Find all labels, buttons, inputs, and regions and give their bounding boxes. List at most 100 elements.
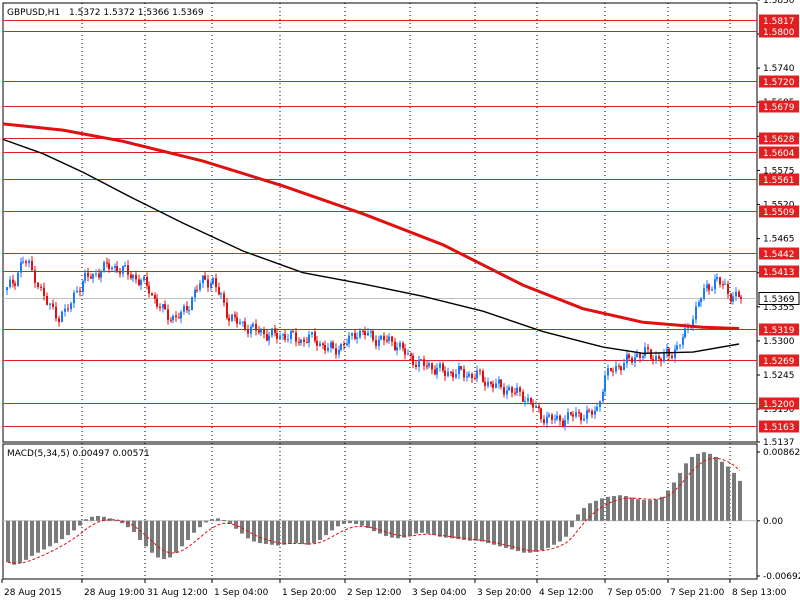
candle-body bbox=[631, 358, 633, 363]
candle-body bbox=[255, 323, 257, 331]
macd-bar bbox=[84, 519, 88, 521]
macd-bar bbox=[126, 520, 130, 528]
candle-body bbox=[396, 347, 398, 351]
candle-body bbox=[623, 363, 625, 371]
ohlc-label: 1.5372 1.5372 1.5366 1.5369 bbox=[69, 8, 204, 18]
candle-body bbox=[274, 328, 276, 334]
macd-bar bbox=[240, 520, 244, 534]
candle-body bbox=[268, 335, 270, 341]
candle-body bbox=[434, 369, 436, 375]
candle-body bbox=[223, 293, 225, 303]
macd-bar bbox=[234, 520, 238, 529]
candle-body bbox=[292, 331, 294, 333]
candle-body bbox=[100, 271, 102, 278]
candle-body bbox=[375, 340, 377, 346]
macd-bar bbox=[558, 520, 562, 542]
candle-body bbox=[418, 359, 420, 367]
candle-body bbox=[724, 283, 726, 285]
price-tick-label: 1.5355 bbox=[763, 303, 795, 313]
macd-bar bbox=[600, 498, 604, 521]
candle-body bbox=[650, 349, 652, 360]
candle-body bbox=[663, 353, 665, 362]
level-price-box bbox=[759, 132, 799, 145]
macd-bar bbox=[696, 453, 700, 521]
moving-averages bbox=[2, 122, 740, 355]
candle-body bbox=[34, 270, 36, 283]
candle-body bbox=[591, 410, 593, 415]
candle-body bbox=[463, 369, 465, 378]
macd-level-label: 0.00862 bbox=[763, 448, 800, 458]
candle-body bbox=[436, 367, 438, 375]
macd-bar bbox=[384, 520, 388, 536]
macd-pane: 0.00862 0.00 -0.00692 bbox=[3, 448, 800, 582]
macd-bar bbox=[102, 516, 106, 521]
candle-body bbox=[20, 262, 22, 273]
candle-body bbox=[103, 262, 105, 272]
macd-bar bbox=[174, 520, 178, 553]
time-label: 31 Aug 12:00 bbox=[147, 588, 208, 598]
candle-body bbox=[671, 355, 673, 358]
candle-body bbox=[452, 372, 454, 378]
macd-bar bbox=[12, 520, 16, 565]
candle-body bbox=[620, 366, 622, 371]
macd-bar bbox=[486, 520, 490, 544]
candle-body bbox=[76, 290, 78, 293]
macd-bar bbox=[222, 519, 226, 521]
candle-body bbox=[626, 354, 628, 364]
candle-body bbox=[151, 293, 153, 296]
candle-body bbox=[6, 286, 8, 291]
candle-body bbox=[372, 331, 374, 341]
horizontal-levels bbox=[3, 20, 757, 427]
time-label: 3 Sep 20:00 bbox=[477, 588, 532, 598]
candle-body bbox=[682, 337, 684, 345]
macd-bar bbox=[456, 520, 460, 540]
candle-body bbox=[698, 301, 700, 307]
time-label: 3 Sep 04:00 bbox=[412, 588, 467, 598]
candle-body bbox=[516, 387, 518, 393]
candle-body bbox=[346, 343, 348, 346]
macd-bar bbox=[564, 520, 568, 537]
candle-body bbox=[210, 283, 212, 288]
candle-body bbox=[524, 401, 526, 403]
macd-bar bbox=[618, 495, 622, 521]
candle-body bbox=[487, 381, 489, 386]
candle-body bbox=[132, 274, 134, 279]
candle-body bbox=[215, 277, 217, 288]
candle-body bbox=[287, 339, 289, 341]
candle-body bbox=[167, 309, 169, 320]
candle-body bbox=[559, 415, 561, 421]
candle-body bbox=[666, 348, 668, 354]
candle-body bbox=[575, 412, 577, 417]
candle-body bbox=[258, 330, 260, 333]
candle-body bbox=[252, 323, 254, 327]
candle-body bbox=[266, 334, 268, 341]
candle-body bbox=[420, 359, 422, 361]
candle-body bbox=[319, 343, 321, 347]
level-price-box bbox=[759, 75, 799, 88]
candle-body bbox=[40, 286, 42, 288]
candle-body bbox=[14, 283, 16, 286]
level-price-label: 1.5628 bbox=[763, 135, 795, 145]
level-price-box bbox=[759, 146, 799, 159]
candle-body bbox=[362, 330, 364, 332]
macd-bar bbox=[522, 520, 526, 553]
level-price-box bbox=[759, 25, 799, 38]
candle-body bbox=[378, 339, 380, 346]
candle-body bbox=[412, 355, 414, 365]
candle-body bbox=[540, 408, 542, 420]
candle-body bbox=[708, 284, 710, 291]
candle-body bbox=[90, 276, 92, 279]
candle-body bbox=[642, 356, 644, 358]
candle-body bbox=[52, 303, 54, 307]
candle-body bbox=[572, 414, 574, 417]
candle-body bbox=[330, 342, 332, 348]
candle-body bbox=[738, 291, 740, 298]
candle-body bbox=[207, 279, 209, 288]
macd-title: MACD(5,34,5) 0.00497 0.00571 bbox=[7, 449, 150, 459]
candle-body bbox=[191, 297, 193, 311]
macd-bar bbox=[606, 496, 610, 521]
macd-bar bbox=[120, 520, 124, 524]
macd-bar bbox=[90, 516, 94, 521]
macd-bar bbox=[258, 520, 262, 544]
